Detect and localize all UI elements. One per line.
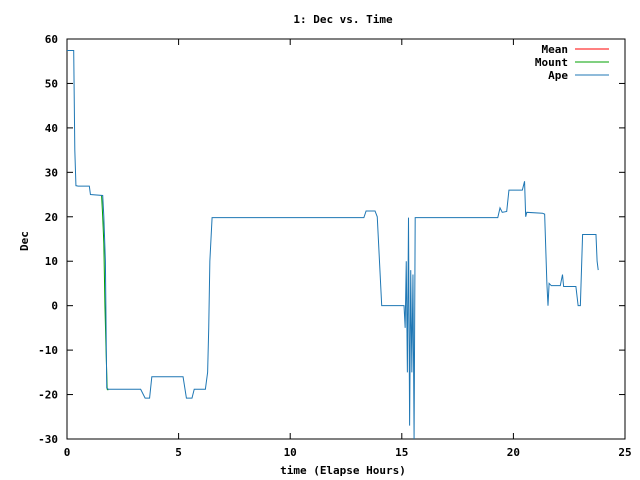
x-axis-label: time (Elapse Hours) [280, 464, 406, 477]
x-tick-label: 10 [284, 446, 297, 459]
plot-area [67, 50, 599, 440]
x-tick-label: 0 [64, 446, 71, 459]
series-line-ape [67, 50, 599, 440]
y-tick-label: 10 [45, 255, 58, 268]
legend-label-mean: Mean [542, 43, 569, 56]
y-tick-label: 20 [45, 211, 58, 224]
x-tick-label: 20 [507, 446, 520, 459]
y-tick-label: 40 [45, 122, 58, 135]
y-axis-label: Dec [18, 231, 31, 251]
y-tick-label: 50 [45, 77, 58, 90]
x-tick-label: 25 [618, 446, 631, 459]
y-tick-label: -10 [38, 344, 58, 357]
y-tick-label: -30 [38, 433, 58, 446]
y-tick-label: 30 [45, 166, 58, 179]
plot-frame [66, 38, 626, 440]
series-line-mount [101, 195, 109, 391]
y-tick-label: -20 [38, 389, 58, 402]
y-tick-label: 60 [45, 33, 58, 46]
chart-title: 1: Dec vs. Time [293, 13, 393, 26]
axes: -30 -20 -10 0 10 20 30 40 50 60 0 5 10 15 20 25 [38, 33, 632, 459]
y-tick-label: 0 [51, 300, 58, 313]
x-tick-label: 5 [175, 446, 182, 459]
x-tick-label: 15 [395, 446, 408, 459]
legend-label-ape: Ape [548, 69, 568, 82]
legend-label-mount: Mount [535, 56, 568, 69]
